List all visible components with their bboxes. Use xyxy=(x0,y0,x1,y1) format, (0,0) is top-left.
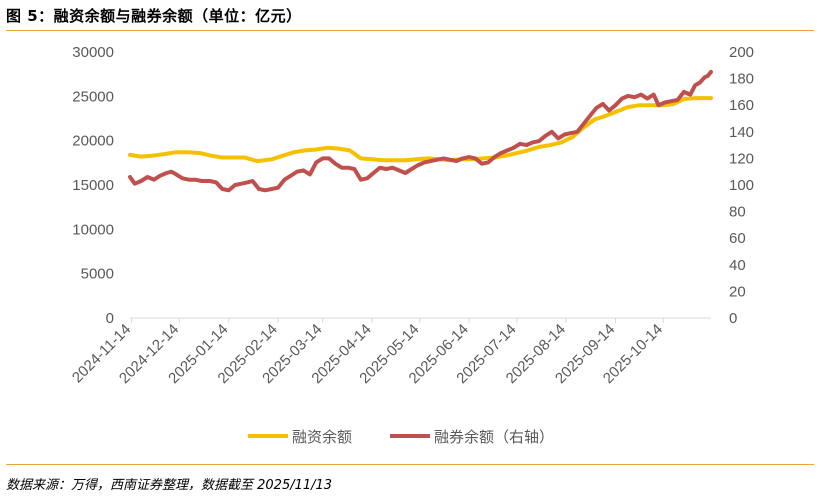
right-axis-tick-label: 120 xyxy=(729,150,754,167)
chart-legend: 融资余额 融券余额（右轴） xyxy=(248,428,554,446)
right-axis-tick-label: 80 xyxy=(729,204,746,221)
right-axis-tick-label: 140 xyxy=(729,124,754,141)
chart-series xyxy=(128,69,713,193)
right-axis-tick-label: 20 xyxy=(729,283,746,300)
right-axis-tick-label: 0 xyxy=(729,310,737,327)
left-axis-tick-label: 0 xyxy=(106,310,114,327)
financing-balance-line xyxy=(128,96,713,164)
right-axis-tick-label: 60 xyxy=(729,230,746,247)
left-axis-tick-label: 20000 xyxy=(72,133,114,150)
legend-label-financing: 融资余额 xyxy=(292,428,352,446)
lending-balance-line xyxy=(128,69,713,193)
left-axis-tick-label: 10000 xyxy=(72,221,114,238)
left-axis-tick-label: 25000 xyxy=(72,88,114,105)
bottom-divider xyxy=(6,464,814,465)
chart: 0 5000 10000 15000 20000 25000 30000 0 20 40 60 80… xyxy=(69,44,754,446)
right-axis-tick-label: 100 xyxy=(729,177,754,194)
right-axis-tick-label: 40 xyxy=(729,257,746,274)
left-axis-tick-label: 15000 xyxy=(72,177,114,194)
x-axis-ticks: 2024-11-142024-12-142025-01-142025-02-14… xyxy=(69,318,666,387)
legend-label-lending: 融券余额（右轴） xyxy=(434,428,554,446)
figure-title: 图 5：融资余额与融券余额（单位：亿元） xyxy=(6,7,302,25)
right-axis-ticks: 0 20 40 60 80 100 120 140 160 180 200 xyxy=(729,44,754,327)
left-axis-ticks: 0 5000 10000 15000 20000 25000 30000 xyxy=(72,44,114,327)
source-note: 数据来源：万得，西南证券整理，数据截至 2025/11/13 xyxy=(6,478,333,493)
left-axis-tick-label: 5000 xyxy=(81,266,114,283)
top-divider xyxy=(6,30,814,31)
left-axis-tick-label: 30000 xyxy=(72,44,114,61)
right-axis-tick-label: 200 xyxy=(729,44,754,61)
right-axis-tick-label: 160 xyxy=(729,97,754,114)
right-axis-tick-label: 180 xyxy=(729,71,754,88)
